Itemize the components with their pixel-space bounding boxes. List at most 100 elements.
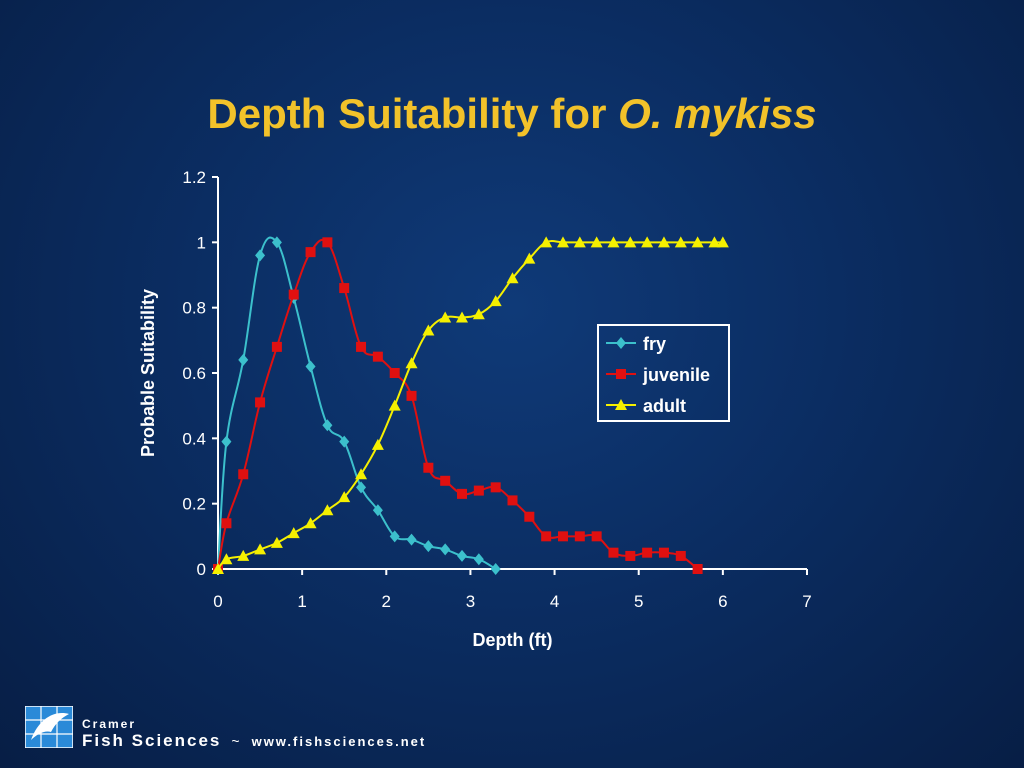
data-point-juvenile (675, 550, 686, 561)
data-point-adult (388, 399, 401, 411)
data-point-adult (220, 553, 233, 565)
data-point-fry (490, 563, 501, 575)
data-point-juvenile (591, 531, 602, 542)
data-point-fry (339, 435, 350, 448)
data-point-juvenile (389, 368, 400, 378)
data-point-fry (255, 249, 266, 262)
data-point-juvenile (574, 531, 585, 542)
data-point-fry (423, 540, 434, 553)
data-point-fry (389, 530, 400, 543)
data-point-adult (641, 236, 654, 248)
legend-label-juvenile: juvenile (642, 365, 710, 385)
data-point-juvenile (305, 247, 316, 258)
data-point-juvenile (440, 475, 451, 486)
data-point-adult (674, 236, 687, 248)
data-point-adult (304, 517, 317, 529)
y-axis-label: Probable Suitability (138, 289, 158, 457)
y-tick-label: 0 (197, 560, 206, 579)
data-point-juvenile (322, 237, 333, 248)
y-tick-label: 0.2 (182, 495, 206, 514)
legend-label-fry: fry (643, 334, 666, 354)
y-tick-label: 0.6 (182, 364, 206, 383)
data-point-adult (624, 236, 637, 248)
data-point-adult (540, 236, 553, 248)
data-point-juvenile (406, 390, 417, 401)
data-point-juvenile (541, 531, 552, 542)
y-tick-label: 0.8 (182, 299, 206, 318)
data-point-juvenile (221, 518, 232, 529)
x-tick-label: 2 (382, 592, 391, 611)
data-point-fry (457, 549, 468, 562)
data-point-adult (472, 308, 485, 320)
data-point-juvenile (608, 547, 619, 558)
data-point-juvenile (642, 547, 653, 558)
data-point-juvenile (457, 488, 468, 499)
footer-url[interactable]: www.fishsciences.net (251, 734, 427, 749)
x-tick-label: 5 (634, 592, 643, 611)
data-point-adult (254, 543, 267, 555)
fish-logo-icon (24, 705, 74, 749)
data-point-juvenile (658, 547, 669, 558)
data-point-adult (270, 536, 283, 548)
x-tick-label: 7 (802, 592, 811, 611)
data-point-fry (238, 353, 249, 366)
x-tick-label: 1 (297, 592, 306, 611)
data-point-juvenile (372, 351, 383, 362)
data-point-adult (657, 236, 670, 248)
data-point-fry (372, 504, 383, 517)
data-point-adult (506, 272, 519, 284)
data-point-juvenile (557, 531, 568, 542)
data-point-fry (305, 360, 316, 373)
data-point-juvenile (356, 341, 367, 352)
legend-marker-juvenile (616, 369, 626, 379)
data-point-adult (716, 236, 729, 248)
data-point-juvenile (423, 462, 434, 473)
data-point-adult (456, 311, 469, 323)
slide-title-species: O. mykiss (618, 90, 817, 137)
y-tick-label: 0.4 (182, 429, 206, 448)
legend-marker-adult (615, 399, 627, 410)
legend-marker-fry (616, 337, 626, 349)
data-point-adult (489, 295, 502, 307)
data-point-adult (405, 357, 418, 369)
data-point-fry (473, 553, 484, 566)
data-point-fry (221, 435, 232, 448)
data-point-adult (212, 563, 224, 574)
footer-separator: ~ (231, 733, 242, 749)
data-point-juvenile (490, 482, 501, 493)
data-point-adult (708, 236, 721, 248)
data-point-fry (356, 481, 367, 494)
data-point-adult (523, 252, 536, 264)
data-point-juvenile (339, 283, 350, 294)
data-point-adult (237, 549, 250, 561)
x-tick-label: 6 (718, 592, 727, 611)
slide-title: Depth Suitability for O. mykiss (0, 90, 1024, 138)
data-point-adult (573, 236, 586, 248)
x-tick-label: 0 (213, 592, 222, 611)
legend-label-adult: adult (643, 396, 686, 416)
data-point-juvenile (271, 341, 282, 352)
data-point-adult (371, 438, 384, 450)
data-point-juvenile (238, 469, 249, 480)
data-point-juvenile (473, 485, 484, 496)
data-point-adult (590, 236, 603, 248)
data-point-adult (355, 468, 368, 480)
data-point-adult (422, 324, 435, 336)
data-point-juvenile (625, 550, 636, 561)
data-point-adult (338, 491, 351, 503)
data-point-adult (439, 311, 452, 323)
footer-company-line2: Fish Sciences (82, 731, 222, 750)
data-point-adult (556, 236, 569, 248)
footer-company: Cramer Fish Sciences ~ www.fishsciences.ne… (82, 718, 426, 752)
data-point-fry (440, 543, 451, 556)
data-point-juvenile (507, 495, 518, 506)
x-tick-label: 3 (466, 592, 475, 611)
legend-box (597, 324, 730, 422)
x-axis-label: Depth (ft) (473, 630, 553, 650)
data-point-adult (607, 236, 620, 248)
data-point-juvenile (524, 511, 535, 522)
data-point-fry (271, 236, 282, 249)
y-tick-label: 1.2 (182, 168, 206, 187)
data-point-adult (321, 504, 334, 516)
